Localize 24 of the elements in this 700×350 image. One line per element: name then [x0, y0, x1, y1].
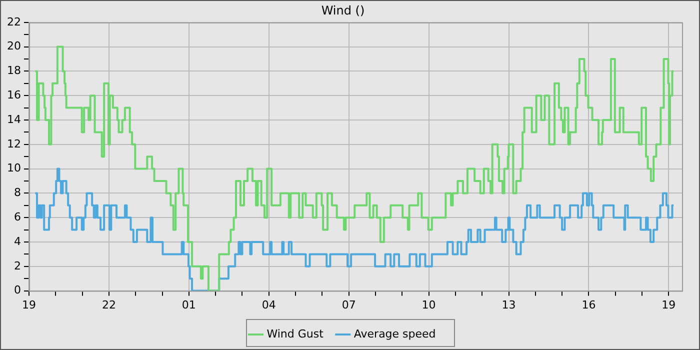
x-tick-label: 04 [262, 298, 276, 312]
y-tick-label: 10 [6, 162, 21, 175]
y-tick-label: 22 [6, 15, 21, 28]
x-tick-label: 13 [502, 298, 516, 312]
x-tick-label: 07 [342, 298, 356, 312]
x-tick-label: 22 [102, 298, 116, 312]
y-tick-label: 2 [14, 259, 21, 272]
legend-label: Wind Gust [266, 327, 324, 340]
chart-title: Wind () [321, 3, 365, 18]
x-tick-label: 16 [582, 298, 596, 312]
y-tick-label: 0 [14, 284, 21, 297]
y-tick-label: 14 [6, 112, 21, 126]
y-tick-label: 4 [14, 234, 21, 248]
y-tick-label: 18 [6, 64, 21, 78]
x-tick-label: 10 [422, 298, 436, 312]
legend-label: Average speed [354, 327, 436, 340]
x-tick-label: 01 [182, 298, 196, 312]
y-tick-label: 16 [6, 88, 21, 102]
y-tick-label: 8 [14, 186, 21, 200]
x-tick-label: 19 [22, 298, 36, 312]
y-tick-label: 6 [14, 210, 21, 224]
x-tick-label: 19 [662, 298, 676, 312]
y-tick-label: 20 [6, 40, 21, 53]
y-tick-label: 12 [6, 137, 21, 150]
